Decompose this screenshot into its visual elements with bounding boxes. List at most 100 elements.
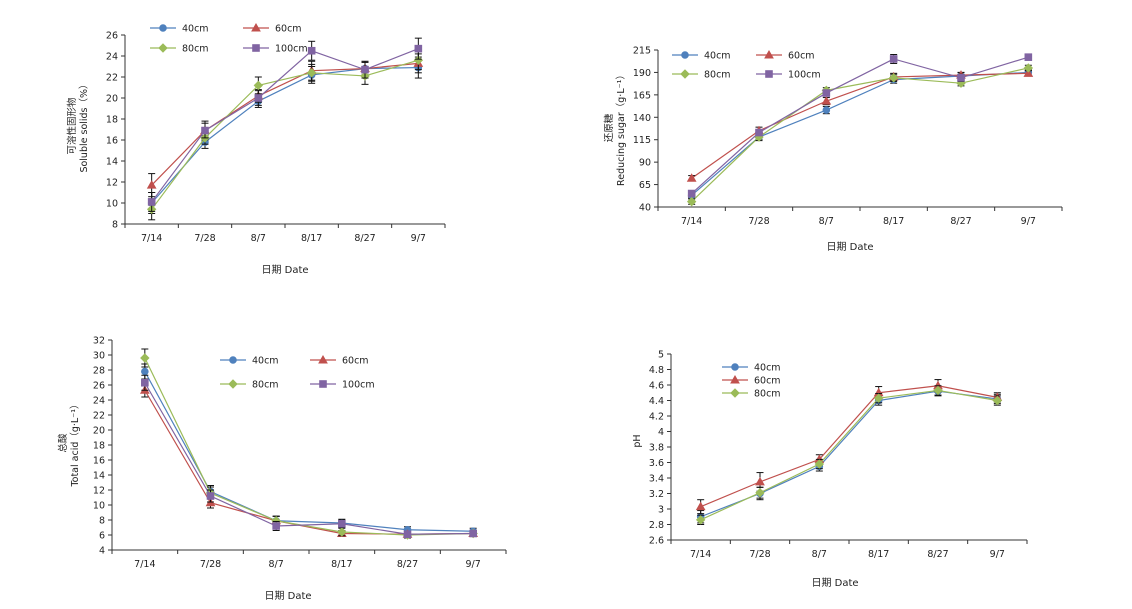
data-point	[469, 529, 477, 538]
x-tick-label: 9/7	[1021, 216, 1036, 227]
series-80cm	[686, 63, 1034, 207]
legend-entry-40cm: 40cm	[150, 24, 209, 35]
x-tick-label: 9/7	[990, 549, 1005, 560]
x-tick-label: 8/27	[950, 216, 971, 227]
x-tick-label: 7/28	[200, 559, 221, 570]
y-tick-label: 28	[93, 366, 105, 377]
x-tick-label: 8/7	[812, 549, 827, 560]
data-point	[403, 530, 412, 539]
y-tick-label: 65	[639, 180, 651, 191]
legend-marker	[765, 70, 773, 78]
chart-soluble-solids: 8 10 12 14 16 18 20 22 24 26 7/14 7/28 8/7 8/17 8/27 9/…	[66, 22, 446, 276]
y-tick-label: 3.8	[649, 443, 664, 454]
y-axis-label-cn: 总酸	[57, 433, 69, 453]
y-tick-label: 10	[106, 199, 118, 210]
legend-marker	[229, 356, 237, 364]
y-tick-label: 3.4	[649, 474, 664, 485]
series-line-100cm	[151, 48, 419, 203]
y-tick-label: 3	[658, 505, 664, 516]
legend-entry-80cm: 80cm	[150, 43, 209, 55]
x-tick-label: 8/7	[269, 559, 284, 570]
legend-marker	[252, 44, 260, 52]
series-line-40cm	[700, 390, 998, 518]
series-line-80cm	[700, 389, 998, 521]
data-point	[146, 180, 157, 189]
chart-ph: 2.6 2.8 3 3.2 3.4 3.6 3.8 4 4.2 4.4 4.6 4.8 5 7/14 7/2…	[632, 350, 1028, 589]
series-line-80cm	[151, 59, 419, 210]
data-point	[414, 44, 423, 53]
series-60cm	[146, 53, 424, 198]
data-point	[1023, 68, 1034, 77]
y-tick-label: 14	[93, 471, 105, 482]
y-tick-label: 22	[106, 73, 118, 84]
y-tick-label: 12	[93, 486, 105, 497]
data-point	[695, 501, 706, 511]
y-tick-label: 90	[639, 158, 651, 169]
y-tick-label: 18	[106, 115, 118, 126]
data-point	[338, 519, 346, 528]
series-line-40cm	[691, 71, 1029, 196]
data-point	[307, 46, 316, 55]
data-point	[272, 522, 280, 530]
data-point	[141, 367, 149, 376]
x-tick-label: 8/27	[354, 233, 375, 244]
legend-label: 80cm	[252, 380, 279, 391]
data-point	[755, 488, 765, 498]
x-tick-label: 8/17	[868, 549, 889, 560]
x-tick-label: 8/17	[301, 233, 322, 244]
legend-entry-40cm: 40cm	[722, 363, 781, 374]
x-tick-label: 7/28	[194, 233, 215, 244]
series-line-60cm	[691, 72, 1029, 179]
y-axis-label-cn: 可溶性固形物	[66, 97, 78, 155]
series-60cm	[686, 68, 1034, 182]
series-40cm	[141, 363, 477, 536]
y-tick-label: 2.8	[649, 520, 664, 531]
series-line-100cm	[144, 382, 474, 535]
data-point	[821, 96, 832, 105]
legend-marker	[251, 22, 261, 32]
legend-label: 60cm	[342, 356, 369, 367]
series-80cm	[695, 385, 1003, 525]
legend-entry-80cm: 80cm	[722, 388, 781, 400]
legend-label: 40cm	[704, 51, 731, 62]
y-tick-label: 22	[93, 411, 105, 422]
data-point	[361, 65, 369, 74]
legend-label: 40cm	[252, 356, 279, 367]
legend-label: 80cm	[754, 389, 781, 400]
data-point	[755, 128, 763, 137]
legend-marker	[730, 374, 740, 384]
x-tick-label: 7/14	[141, 233, 162, 244]
x-tick-label: 7/14	[681, 216, 702, 227]
series-line-100cm	[691, 56, 1029, 194]
x-tick-label: 7/14	[134, 559, 155, 570]
legend-marker	[680, 69, 690, 79]
y-axis-label-cn: 还原糖	[603, 113, 615, 142]
y-tick-label: 190	[633, 68, 651, 79]
data-point	[253, 80, 264, 91]
legend-marker	[318, 354, 328, 364]
legend-label: 60cm	[275, 24, 302, 35]
legend-label: 100cm	[275, 44, 308, 55]
legend-label: 40cm	[754, 363, 781, 374]
data-point	[873, 393, 884, 403]
x-tick-label: 8/27	[397, 559, 418, 570]
legend-label: 80cm	[704, 70, 731, 81]
x-tick-label: 8/7	[251, 233, 266, 244]
y-axis-label-en: Total acid（g·L⁻¹）	[69, 399, 81, 487]
legend-entry-60cm: 60cm	[243, 22, 302, 35]
series-line-80cm	[691, 67, 1029, 203]
legend-marker	[681, 51, 689, 59]
x-tick-label: 8/17	[331, 559, 352, 570]
data-point	[686, 196, 697, 207]
y-axis-label: 可溶性固形物Soluble solids（%）	[66, 79, 90, 172]
data-point	[957, 74, 965, 82]
legend-entry-40cm: 40cm	[672, 51, 731, 62]
data-point	[814, 459, 825, 469]
data-point	[695, 515, 706, 525]
series-line-40cm	[144, 371, 474, 532]
y-tick-label: 165	[633, 90, 651, 101]
series-60cm	[139, 383, 479, 538]
series-line-80cm	[144, 357, 474, 536]
y-tick-label: 3.6	[649, 458, 664, 469]
